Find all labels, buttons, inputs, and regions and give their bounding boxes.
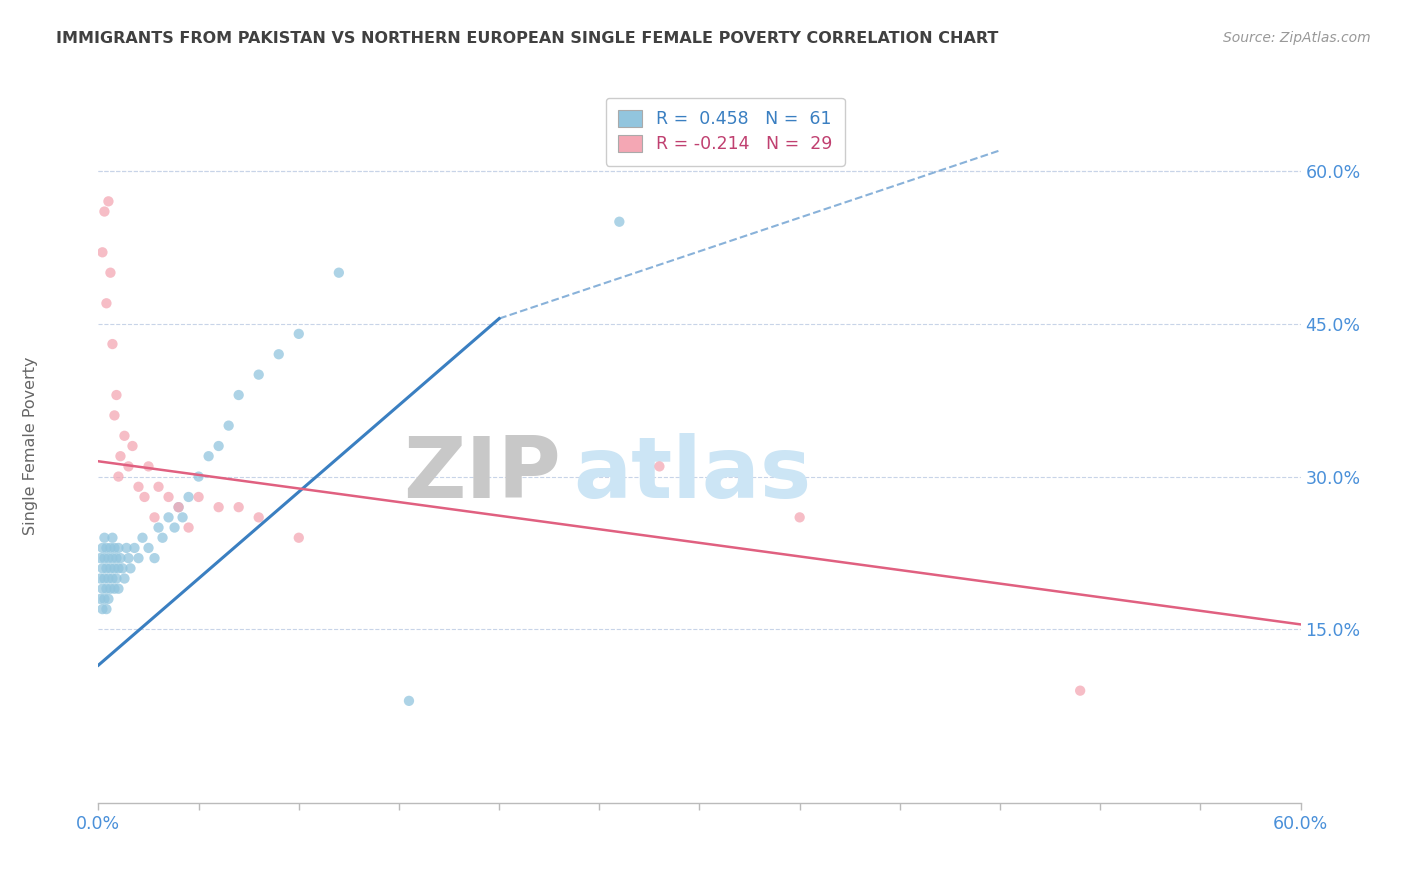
- Point: [177, 520, 200, 534]
- Point: [100, 582, 122, 596]
- Point: [101, 531, 124, 545]
- Point: [163, 520, 186, 534]
- Point: [177, 490, 200, 504]
- Point: [208, 500, 231, 515]
- Point: [97, 194, 120, 209]
- Point: [89, 572, 111, 586]
- Point: [97, 572, 120, 586]
- Point: [97, 591, 120, 606]
- Point: [105, 388, 128, 402]
- Point: [89, 551, 111, 566]
- Point: [128, 551, 150, 566]
- Point: [117, 551, 139, 566]
- Point: [93, 531, 115, 545]
- Point: [789, 510, 811, 524]
- Point: [103, 561, 125, 575]
- Point: [110, 449, 132, 463]
- Point: [111, 561, 134, 575]
- Point: [247, 510, 270, 524]
- Point: [138, 459, 160, 474]
- Point: [1069, 683, 1091, 698]
- Text: Single Female Poverty: Single Female Poverty: [24, 357, 38, 535]
- Legend: R =  0.458   N =  61, R = -0.214   N =  29: R = 0.458 N = 61, R = -0.214 N = 29: [606, 98, 845, 166]
- Point: [288, 531, 311, 545]
- Point: [124, 541, 146, 555]
- Point: [121, 439, 143, 453]
- Point: [288, 326, 311, 341]
- Point: [228, 388, 250, 402]
- Point: [218, 418, 240, 433]
- Point: [398, 694, 420, 708]
- Point: [97, 551, 120, 566]
- Point: [157, 490, 180, 504]
- Point: [91, 541, 114, 555]
- Point: [187, 469, 209, 483]
- Point: [96, 602, 118, 616]
- Point: [648, 459, 671, 474]
- Point: [96, 561, 118, 575]
- Point: [143, 551, 166, 566]
- Point: [208, 439, 231, 453]
- Point: [167, 500, 190, 515]
- Point: [138, 541, 160, 555]
- Point: [107, 582, 129, 596]
- Point: [247, 368, 270, 382]
- Point: [148, 520, 170, 534]
- Point: [110, 551, 132, 566]
- Point: [152, 531, 174, 545]
- Point: [609, 215, 631, 229]
- Point: [100, 561, 122, 575]
- Point: [134, 490, 156, 504]
- Point: [96, 541, 118, 555]
- Point: [172, 510, 194, 524]
- Point: [101, 337, 124, 351]
- Point: [103, 409, 125, 423]
- Point: [131, 531, 153, 545]
- Point: [91, 245, 114, 260]
- Point: [91, 561, 114, 575]
- Point: [100, 541, 122, 555]
- Point: [114, 572, 136, 586]
- Point: [93, 551, 115, 566]
- Point: [107, 561, 129, 575]
- Point: [107, 469, 129, 483]
- Point: [107, 541, 129, 555]
- Text: Source: ZipAtlas.com: Source: ZipAtlas.com: [1223, 31, 1371, 45]
- Point: [128, 480, 150, 494]
- Point: [103, 541, 125, 555]
- Point: [197, 449, 219, 463]
- Point: [228, 500, 250, 515]
- Point: [93, 591, 115, 606]
- Point: [187, 490, 209, 504]
- Point: [93, 204, 115, 219]
- Point: [117, 459, 139, 474]
- Point: [114, 429, 136, 443]
- Text: ZIP: ZIP: [404, 433, 561, 516]
- Point: [91, 582, 114, 596]
- Text: atlas: atlas: [574, 433, 811, 516]
- Point: [101, 572, 124, 586]
- Point: [91, 602, 114, 616]
- Point: [105, 572, 128, 586]
- Point: [96, 296, 118, 310]
- Point: [100, 266, 122, 280]
- Point: [148, 480, 170, 494]
- Point: [96, 582, 118, 596]
- Point: [157, 510, 180, 524]
- Text: IMMIGRANTS FROM PAKISTAN VS NORTHERN EUROPEAN SINGLE FEMALE POVERTY CORRELATION : IMMIGRANTS FROM PAKISTAN VS NORTHERN EUR…: [56, 31, 998, 46]
- Point: [93, 572, 115, 586]
- Point: [103, 582, 125, 596]
- Point: [115, 541, 138, 555]
- Point: [328, 266, 350, 280]
- Point: [167, 500, 190, 515]
- Point: [267, 347, 290, 361]
- Point: [120, 561, 142, 575]
- Point: [143, 510, 166, 524]
- Point: [105, 551, 128, 566]
- Point: [101, 551, 124, 566]
- Point: [89, 591, 111, 606]
